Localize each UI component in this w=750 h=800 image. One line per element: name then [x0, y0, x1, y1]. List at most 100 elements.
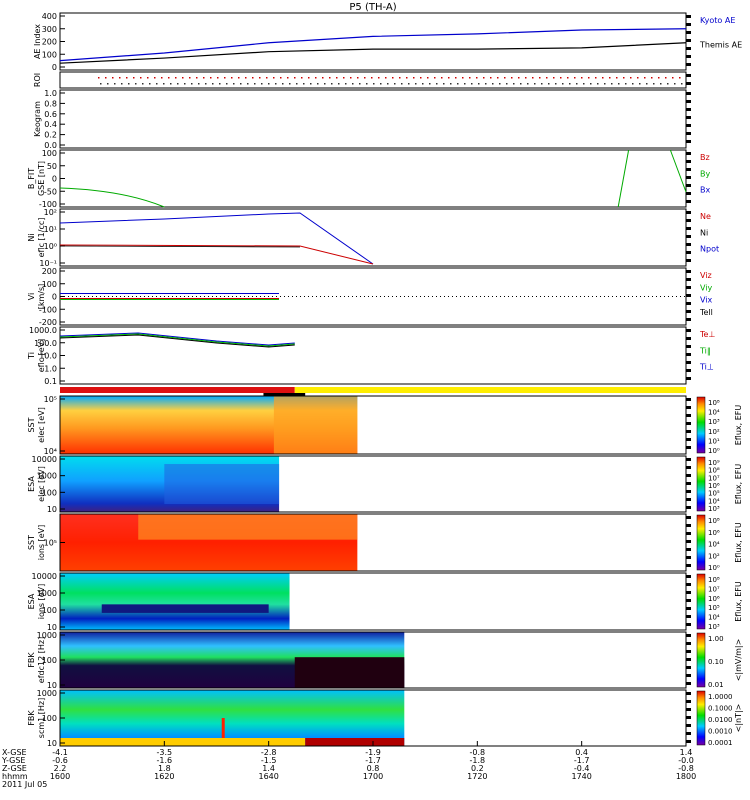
roi-dot — [406, 77, 408, 79]
roi-dot — [527, 83, 529, 85]
roi-dot — [574, 77, 576, 79]
x-gse-label: -3.5 — [157, 748, 173, 757]
roi-dot — [224, 77, 226, 79]
legend-entry: Themis AE — [699, 41, 742, 50]
colorbar-label: <|nT|> — [734, 704, 743, 733]
roi-dot — [555, 83, 557, 85]
x-row-label: hhmm — [2, 772, 28, 781]
y-tick-label: 100 — [42, 280, 57, 289]
series-line-temperature — [59, 333, 295, 347]
panel-ti: 1000.0 100.0 10.0 1.0 0.1 Ti eflc [eV] Te⊥ Ti‖ Ti… — [27, 326, 715, 386]
roi-dot — [457, 83, 459, 85]
z-gse-label: 0.8 — [367, 764, 380, 773]
right-tick — [686, 100, 691, 103]
series-line-bfit-late — [669, 149, 687, 193]
right-tick — [686, 532, 691, 535]
y-axis-label: FBK — [27, 652, 36, 668]
colorbar-tick-label: 10¹ — [708, 437, 720, 445]
roi-dot — [597, 83, 599, 85]
colorbar-tick-label: 10³ — [708, 418, 720, 426]
roi-dot — [322, 77, 324, 79]
y-tick-label: 1.0 — [44, 364, 57, 373]
y-tick-label: 1.0 — [44, 89, 57, 98]
right-tick — [686, 82, 691, 85]
roi-dot — [324, 83, 326, 85]
right-tick — [686, 23, 691, 26]
roi-dot — [639, 83, 641, 85]
z-gse-label: -0.4 — [574, 764, 590, 773]
right-tick — [686, 286, 691, 289]
roi-dot — [303, 83, 305, 85]
y-tick-label: 10⁻¹ — [39, 259, 57, 268]
roi-dot — [247, 83, 249, 85]
legend-entry: Viz — [700, 271, 712, 280]
roi-dot — [464, 83, 466, 85]
legend-entry: By — [700, 169, 710, 178]
roi-dot — [665, 77, 667, 79]
colorbar-tick-label: 10⁶ — [708, 595, 720, 603]
right-tick — [686, 192, 691, 195]
legend-entry: Ni — [700, 228, 708, 237]
roi-dot — [177, 83, 179, 85]
colorbar-tick-label: 10⁵ — [708, 604, 720, 612]
right-tick — [686, 140, 691, 143]
roi-dot — [520, 83, 522, 85]
x-gse-label: 0.4 — [575, 748, 588, 757]
y-tick-label: 100 — [42, 656, 57, 665]
right-tick — [686, 458, 691, 461]
y-tick-label: 10 — [47, 623, 57, 632]
roi-dot — [275, 83, 277, 85]
roi-dot — [632, 83, 634, 85]
y-axis-unit: eflc [eV] — [37, 339, 46, 373]
roi-dot — [532, 77, 534, 79]
right-tick — [686, 200, 691, 203]
right-tick — [686, 430, 691, 433]
spectrogram-fbk-b-lowband-red — [305, 738, 405, 746]
colorbar-tick-label: 10³ — [708, 505, 720, 513]
roi-dot — [289, 83, 291, 85]
right-tick — [686, 490, 691, 493]
x-gse-label: 1.4 — [680, 748, 693, 757]
y-tick-label: 200 — [42, 38, 57, 47]
colorbar — [696, 396, 706, 454]
series-line-kyoto-ae — [59, 28, 687, 62]
y-gse-label: -0.6 — [52, 756, 68, 765]
panel-frame — [59, 89, 687, 149]
roi-dot — [149, 83, 151, 85]
spectrogram-esa-ions-band — [101, 604, 269, 613]
roi-dot — [196, 77, 198, 79]
roi-dot — [637, 77, 639, 79]
y-tick-label: 10 — [47, 739, 57, 748]
y-tick-label: 10000 — [32, 572, 57, 581]
z-gse-label: -0.8 — [678, 764, 694, 773]
roi-dot — [504, 77, 506, 79]
series-line-bfit — [59, 187, 165, 208]
roi-dot — [352, 83, 354, 85]
roi-dot — [541, 83, 543, 85]
roi-dot — [345, 83, 347, 85]
roi-dot — [513, 83, 515, 85]
roi-dot — [212, 83, 214, 85]
right-tick — [686, 482, 691, 485]
y-axis-label: SST — [27, 535, 36, 550]
roi-dot — [301, 77, 303, 79]
panel-ae: 400 300 200 100 0 AE Index Kyoto AE Themis AE — [33, 12, 742, 72]
roi-dot — [294, 77, 296, 79]
right-tick — [686, 564, 691, 567]
right-tick — [686, 259, 691, 262]
colorbar-tick-label: 10⁰ — [708, 564, 720, 572]
roi-dot — [126, 77, 128, 79]
right-tick — [686, 406, 691, 409]
legend-entry: Ne — [700, 212, 711, 221]
roi-dot — [121, 83, 123, 85]
mode-bar-fast — [294, 387, 686, 393]
x-tick-label: 1740 — [571, 772, 591, 781]
right-tick — [686, 15, 691, 18]
colorbar-tick-label: 0.0100 — [708, 716, 733, 724]
y-axis-unit: elec [eV] — [37, 407, 46, 443]
roi-dot — [623, 77, 625, 79]
colorbar-tick-label: 10³ — [708, 623, 720, 631]
x-gse-label: -1.9 — [365, 748, 381, 757]
y-tick-label: 10 — [47, 505, 57, 514]
roi-dot — [219, 83, 221, 85]
